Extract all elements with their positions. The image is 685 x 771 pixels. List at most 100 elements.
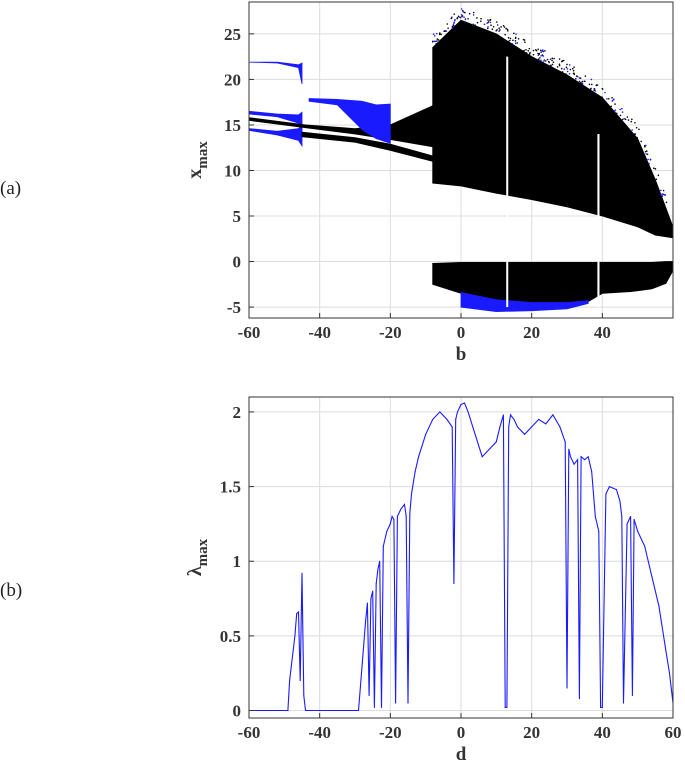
lyapunov-point-71 bbox=[573, 463, 575, 465]
speckle-172 bbox=[436, 38, 439, 40]
x-tick-label-0: -60 bbox=[238, 723, 261, 742]
speckle-81 bbox=[460, 8, 463, 10]
x-axis-label: d bbox=[456, 744, 467, 765]
lyapunov-point-31 bbox=[403, 503, 405, 505]
speckle-47 bbox=[453, 13, 456, 15]
lyapunov-point-74 bbox=[580, 456, 582, 458]
speckle-137 bbox=[463, 11, 466, 14]
lyapunov-point-80 bbox=[600, 707, 602, 709]
speckle-184 bbox=[451, 25, 454, 28]
lyapunov-point-24 bbox=[386, 530, 388, 532]
speckle-88 bbox=[562, 59, 565, 62]
lyapunov-point-78 bbox=[594, 515, 596, 517]
lyapunov-point-52 bbox=[495, 441, 497, 443]
speckle-36 bbox=[496, 24, 499, 26]
lyapunov-point-41 bbox=[446, 418, 448, 420]
speckle-110 bbox=[646, 153, 649, 156]
speckle-223 bbox=[581, 80, 584, 83]
speckle-160 bbox=[572, 69, 575, 72]
speckle-51 bbox=[647, 158, 649, 161]
speckle-143 bbox=[558, 63, 561, 66]
lyapunov-point-30 bbox=[400, 508, 402, 510]
speckle-139 bbox=[512, 39, 514, 42]
speckle-101 bbox=[507, 40, 510, 43]
speckle-97 bbox=[544, 50, 546, 52]
x-tick-label-1: -40 bbox=[308, 723, 331, 742]
speckle-35 bbox=[610, 105, 613, 108]
speckle-222 bbox=[432, 33, 435, 35]
speckle-94 bbox=[552, 61, 555, 63]
lyapunov-point-16 bbox=[370, 598, 372, 600]
speckle-207 bbox=[435, 32, 438, 35]
lyapunov-point-67 bbox=[564, 441, 566, 443]
speckle-203 bbox=[431, 40, 434, 43]
speckle-55 bbox=[487, 19, 489, 21]
y-tick-label-0: 0 bbox=[233, 702, 242, 721]
x-tick-label-0: -60 bbox=[238, 323, 261, 342]
speckle-108 bbox=[631, 129, 634, 131]
speckle-171 bbox=[568, 64, 571, 66]
speckle-169 bbox=[634, 121, 636, 124]
speckle-227 bbox=[633, 133, 636, 135]
speckle-155 bbox=[561, 71, 564, 73]
lyapunov-point-84 bbox=[615, 489, 617, 491]
speckle-45 bbox=[433, 40, 436, 43]
speckle-33 bbox=[540, 55, 542, 57]
lyapunov-point-49 bbox=[474, 433, 476, 435]
lyapunov-point-70 bbox=[570, 456, 572, 458]
speckle-117 bbox=[648, 162, 650, 165]
lyapunov-point-97 bbox=[668, 672, 670, 674]
lyapunov-point-95 bbox=[658, 605, 660, 607]
speckle-154 bbox=[627, 119, 630, 121]
speckle-131 bbox=[573, 66, 575, 68]
x-tick-label-5: 40 bbox=[594, 723, 611, 742]
speckle-220 bbox=[523, 49, 525, 52]
speckle-25 bbox=[614, 103, 616, 105]
speckle-241 bbox=[644, 146, 646, 148]
speckle-92 bbox=[588, 83, 591, 86]
speckle-230 bbox=[589, 88, 591, 91]
lyapunov-point-85 bbox=[619, 501, 621, 503]
speckle-153 bbox=[515, 33, 517, 35]
speckle-23 bbox=[545, 60, 547, 62]
lyapunov-point-28 bbox=[395, 702, 397, 704]
speckle-247 bbox=[486, 27, 489, 30]
speckle-212 bbox=[504, 33, 506, 36]
y-axis-label: xmax bbox=[184, 141, 211, 179]
lyapunov-point-43 bbox=[453, 583, 455, 585]
y-tick-label-0: -5 bbox=[227, 298, 241, 317]
speckle-200 bbox=[456, 16, 459, 19]
speckle-228 bbox=[464, 20, 466, 23]
speckle-204 bbox=[606, 98, 608, 100]
lyapunov-point-9 bbox=[305, 710, 307, 712]
x-tick-label-5: 40 bbox=[594, 323, 611, 342]
speckle-136 bbox=[498, 27, 500, 30]
speckle-113 bbox=[528, 47, 531, 50]
speckle-87 bbox=[621, 107, 623, 110]
lyapunov-point-88 bbox=[626, 523, 628, 525]
speckle-242 bbox=[601, 96, 603, 99]
lyapunov-point-20 bbox=[377, 568, 379, 570]
speckle-31 bbox=[537, 52, 539, 55]
chart-a-bifurcation: -60 -40 -20 0 20 40 -5 0 5 10 15 20 25 b xmax bbox=[184, 1, 674, 365]
speckle-42 bbox=[483, 23, 486, 26]
speckle-27 bbox=[540, 59, 542, 62]
speckle-18 bbox=[563, 68, 565, 70]
speckle-163 bbox=[542, 61, 544, 64]
speckle-128 bbox=[624, 118, 627, 121]
speckle-211 bbox=[655, 178, 658, 181]
lyapunov-point-61 bbox=[524, 433, 526, 435]
speckle-10 bbox=[474, 24, 476, 26]
speckle-216 bbox=[472, 14, 475, 16]
x-tick-label-3: 0 bbox=[457, 323, 466, 342]
speckle-44 bbox=[496, 21, 498, 23]
x-tick-label-1: -40 bbox=[308, 323, 331, 342]
lyapunov-point-1 bbox=[287, 710, 289, 712]
speckle-132 bbox=[498, 30, 500, 32]
speckle-202 bbox=[527, 50, 530, 52]
speckle-252 bbox=[660, 193, 662, 196]
speckle-103 bbox=[440, 33, 442, 36]
speckle-123 bbox=[514, 42, 517, 45]
lyapunov-point-39 bbox=[432, 418, 434, 420]
speckle-206 bbox=[538, 52, 540, 55]
